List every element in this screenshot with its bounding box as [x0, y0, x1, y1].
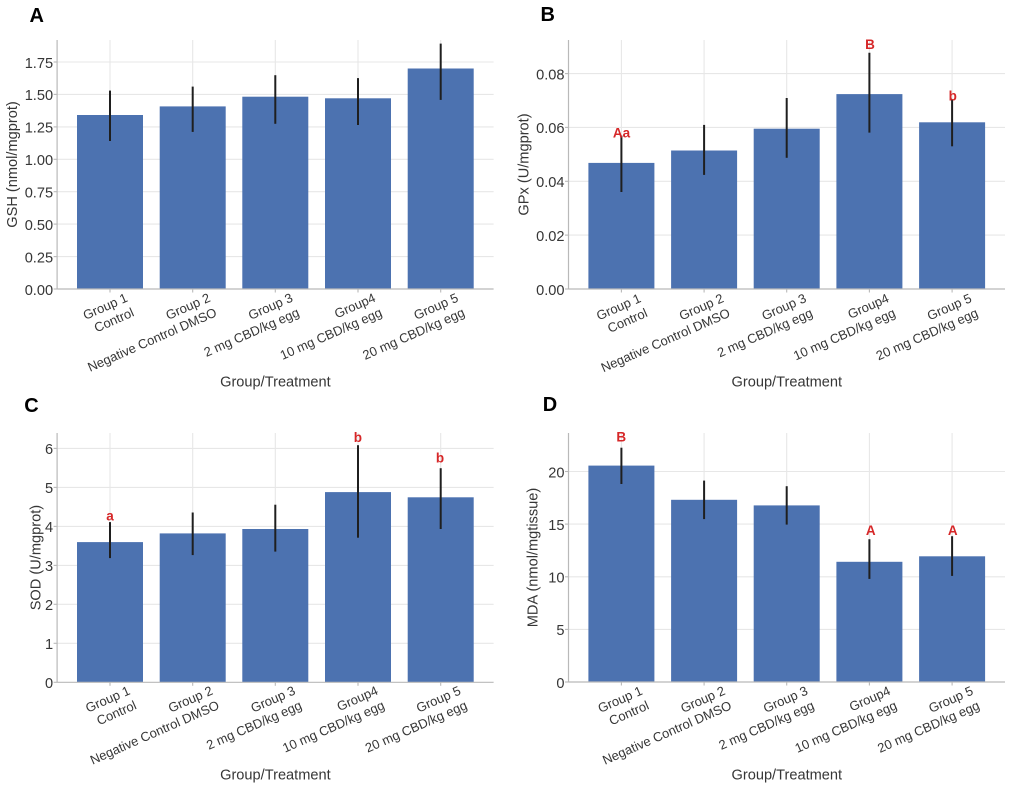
svg-text:b: b	[354, 430, 362, 445]
svg-text:A: A	[866, 523, 876, 538]
svg-text:GPx (U/mgprot): GPx (U/mgprot)	[516, 113, 532, 215]
svg-text:D: D	[543, 394, 557, 416]
svg-text:3: 3	[45, 559, 53, 575]
svg-text:1: 1	[45, 637, 53, 653]
svg-text:SOD (U/mgprot): SOD (U/mgprot)	[29, 505, 45, 610]
svg-text:0.75: 0.75	[25, 186, 53, 202]
svg-text:0.08: 0.08	[536, 67, 564, 83]
svg-text:B: B	[541, 4, 555, 26]
svg-text:B: B	[865, 37, 875, 52]
svg-text:0.02: 0.02	[536, 229, 564, 245]
svg-text:0: 0	[45, 676, 53, 692]
svg-text:20: 20	[548, 465, 564, 481]
svg-text:0.00: 0.00	[25, 283, 53, 299]
svg-text:A: A	[948, 523, 958, 538]
svg-text:6: 6	[45, 442, 53, 458]
svg-text:b: b	[436, 451, 444, 466]
svg-text:B: B	[616, 430, 626, 445]
svg-text:Aa: Aa	[613, 126, 631, 141]
svg-text:Group/Treatment: Group/Treatment	[220, 374, 331, 390]
svg-text:5: 5	[556, 623, 564, 639]
svg-text:4: 4	[45, 520, 53, 536]
svg-text:1.50: 1.50	[25, 88, 53, 104]
svg-text:0.25: 0.25	[25, 250, 53, 266]
svg-text:MDA (nmol/mgtissue): MDA (nmol/mgtissue)	[526, 488, 542, 627]
svg-text:A: A	[30, 5, 44, 27]
svg-text:1.25: 1.25	[25, 121, 53, 137]
svg-text:5: 5	[45, 481, 53, 497]
svg-text:Group/Treatment: Group/Treatment	[732, 374, 843, 390]
svg-text:Group/Treatment: Group/Treatment	[732, 767, 843, 783]
svg-text:GSH (nmol/mgprot): GSH (nmol/mgprot)	[5, 101, 21, 228]
svg-text:0.06: 0.06	[536, 121, 564, 137]
svg-text:1.75: 1.75	[25, 56, 53, 72]
svg-text:10: 10	[548, 571, 564, 587]
svg-text:0: 0	[556, 676, 564, 692]
svg-text:a: a	[106, 508, 114, 523]
svg-text:1.00: 1.00	[25, 153, 53, 169]
svg-text:b: b	[949, 89, 957, 104]
svg-text:0.04: 0.04	[536, 175, 564, 191]
svg-text:15: 15	[548, 518, 564, 534]
svg-text:2: 2	[45, 598, 53, 614]
svg-text:Group/Treatment: Group/Treatment	[220, 768, 331, 784]
svg-text:C: C	[24, 395, 38, 417]
svg-text:0.50: 0.50	[25, 218, 53, 234]
svg-text:0.00: 0.00	[536, 283, 564, 299]
